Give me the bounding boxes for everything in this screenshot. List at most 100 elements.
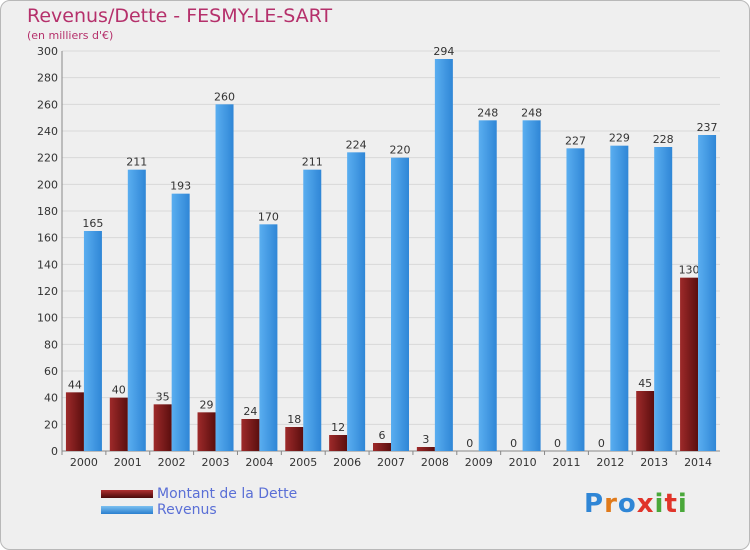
- bar-revenus: [434, 59, 453, 451]
- y-tick-label: 60: [44, 365, 58, 378]
- data-label: 260: [214, 90, 235, 103]
- bar-dette: [285, 427, 304, 451]
- x-tick-label: 2012: [596, 456, 624, 469]
- bar-dette: [241, 419, 260, 451]
- y-tick-label: 300: [37, 45, 58, 58]
- bar-revenus: [347, 152, 366, 452]
- bar-revenus: [127, 169, 146, 451]
- y-tick-label: 280: [37, 72, 58, 85]
- data-label: 44: [68, 378, 82, 391]
- y-tick-label: 220: [37, 152, 58, 165]
- data-label: 0: [554, 437, 561, 450]
- legend-label-revenus: Revenus: [157, 502, 217, 518]
- logo-letter: o: [617, 489, 637, 519]
- data-label: 40: [112, 384, 126, 397]
- data-label: 130: [679, 264, 700, 277]
- y-tick-label: 80: [44, 338, 58, 351]
- data-label: 229: [609, 132, 630, 145]
- x-tick-label: 2006: [333, 456, 361, 469]
- x-tick-label: 2001: [114, 456, 142, 469]
- bar-dette: [373, 443, 391, 451]
- bar-revenus: [654, 147, 673, 451]
- bar-dette: [680, 277, 699, 451]
- data-label: 24: [243, 405, 257, 418]
- data-label: 220: [390, 144, 411, 157]
- y-tick-label: 20: [44, 418, 58, 431]
- data-label: 29: [200, 398, 214, 411]
- chart-title: Revenus/Dette - FESMY-LE-SART: [27, 5, 333, 27]
- data-label: 248: [477, 106, 498, 119]
- data-label: 18: [287, 413, 301, 426]
- bar-dette: [109, 397, 128, 451]
- legend-swatch-dette: [101, 490, 153, 498]
- x-tick-label: 2010: [509, 456, 537, 469]
- y-tick-label: 120: [37, 285, 58, 298]
- y-tick-label: 140: [37, 258, 58, 271]
- y-tick-label: 0: [51, 445, 58, 458]
- y-tick-label: 200: [37, 178, 58, 191]
- data-label: 248: [521, 106, 542, 119]
- data-label: 165: [82, 217, 103, 230]
- bar-dette: [197, 412, 216, 451]
- bar-dette: [153, 404, 172, 451]
- x-tick-label: 2004: [245, 456, 273, 469]
- bar-revenus: [610, 145, 629, 451]
- bar-revenus: [259, 224, 278, 451]
- x-tick-label: 2009: [465, 456, 493, 469]
- x-tick-label: 2002: [158, 456, 186, 469]
- y-tick-label: 160: [37, 232, 58, 245]
- data-label: 224: [346, 138, 367, 151]
- y-tick-label: 40: [44, 392, 58, 405]
- x-tick-label: 2005: [289, 456, 317, 469]
- data-label: 193: [170, 180, 191, 193]
- bar-dette: [636, 391, 655, 451]
- data-label: 12: [331, 421, 345, 434]
- x-tick-label: 2003: [202, 456, 230, 469]
- bar-dette: [416, 447, 435, 451]
- data-label: 0: [466, 437, 473, 450]
- bar-revenus: [478, 120, 497, 451]
- y-tick-label: 100: [37, 312, 58, 325]
- data-label: 211: [302, 156, 323, 169]
- data-label: 228: [653, 133, 674, 146]
- x-tick-label: 2011: [552, 456, 580, 469]
- x-tick-label: 2013: [640, 456, 668, 469]
- y-tick-label: 180: [37, 205, 58, 218]
- proxiti-logo: Proxiti: [584, 489, 688, 519]
- y-tick-label: 240: [37, 125, 58, 138]
- data-label: 227: [565, 134, 586, 147]
- logo-letter: x: [636, 489, 655, 519]
- data-label: 294: [433, 45, 454, 58]
- logo-letter: r: [604, 489, 618, 519]
- bar-dette: [329, 435, 348, 451]
- data-label: 0: [510, 437, 517, 450]
- x-tick-label: 2008: [421, 456, 449, 469]
- x-tick-label: 2007: [377, 456, 405, 469]
- chart-subtitle: (en milliers d'€): [27, 29, 114, 42]
- bar-dette: [65, 392, 84, 451]
- logo-letter: i: [654, 489, 665, 519]
- data-label: 3: [422, 433, 429, 446]
- logo-letter: P: [584, 489, 605, 519]
- bar-revenus: [391, 157, 409, 451]
- legend-label-dette: Montant de la Dette: [157, 486, 298, 502]
- logo-letter: t: [664, 489, 678, 519]
- y-tick-label: 260: [37, 98, 58, 111]
- data-label: 237: [697, 121, 718, 134]
- data-label: 211: [126, 156, 147, 169]
- bar-revenus: [566, 148, 585, 452]
- x-tick-label: 2014: [684, 456, 712, 469]
- data-label: 170: [258, 210, 279, 223]
- bar-revenus: [83, 231, 102, 451]
- bar-revenus: [215, 104, 234, 451]
- legend-swatch-revenus: [101, 506, 153, 514]
- x-tick-label: 2000: [70, 456, 98, 469]
- bar-revenus: [171, 193, 190, 451]
- bar-revenus: [698, 135, 717, 451]
- bar-revenus: [522, 120, 541, 451]
- bar-revenus: [303, 169, 322, 451]
- data-label: 6: [379, 429, 386, 442]
- logo-letter: i: [677, 489, 688, 519]
